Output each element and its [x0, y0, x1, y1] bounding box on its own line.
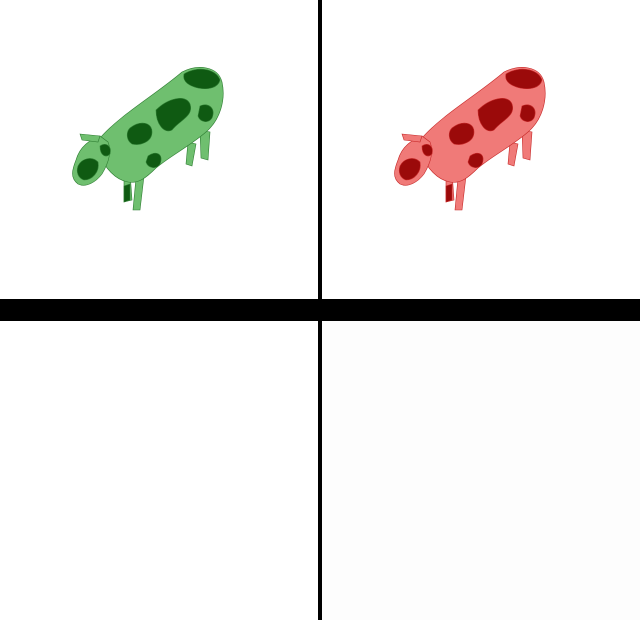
panel-top-left: [0, 0, 318, 299]
cow-spot: [155, 98, 191, 132]
cow-spot: [445, 183, 453, 203]
cow-spot: [519, 104, 536, 122]
horizontal-divider: [0, 299, 640, 321]
cow-hind-leg-2: [507, 141, 519, 167]
cow-spot: [421, 144, 433, 157]
cow-spot: [448, 122, 475, 145]
cow-spot: [126, 122, 153, 145]
green-cow-image: [72, 67, 224, 211]
cow-figure: [72, 67, 224, 211]
cow-ear: [79, 133, 101, 143]
cow-spot: [76, 158, 99, 181]
cow-spot: [145, 152, 162, 168]
cow-hind-leg-2: [185, 141, 197, 167]
panel-top-right: [322, 0, 640, 299]
cow-spot: [505, 68, 543, 90]
cow-spot: [183, 68, 221, 90]
cow-spot: [467, 152, 484, 168]
cow-spot: [477, 98, 513, 132]
cow-spot: [197, 104, 214, 122]
panel-bottom-left: [0, 321, 318, 620]
cow-ear: [401, 133, 423, 143]
cow-spot: [123, 183, 131, 203]
red-cow-image: [394, 67, 546, 211]
cow-spot: [398, 158, 421, 181]
panel-bottom-right: [322, 321, 640, 620]
cow-spot: [99, 144, 111, 157]
cow-figure: [394, 67, 546, 211]
